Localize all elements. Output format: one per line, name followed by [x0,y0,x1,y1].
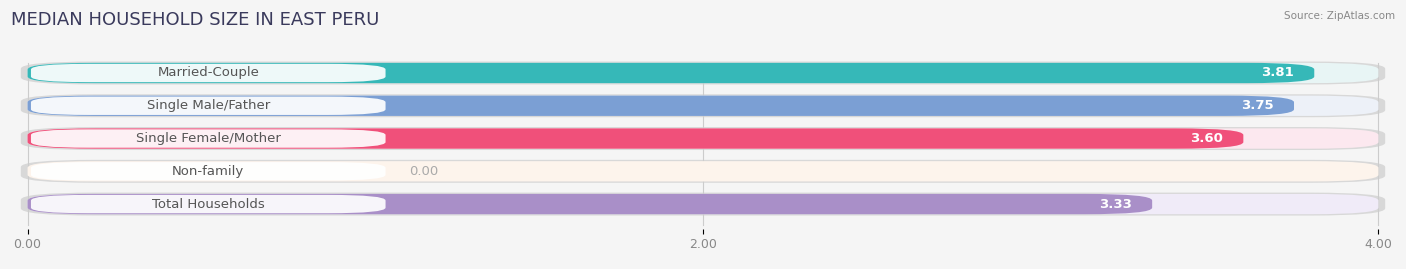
FancyBboxPatch shape [28,161,1378,182]
FancyBboxPatch shape [28,128,1378,149]
Text: 3.75: 3.75 [1241,99,1274,112]
FancyBboxPatch shape [28,194,1152,214]
FancyBboxPatch shape [28,128,1243,149]
FancyBboxPatch shape [31,195,385,213]
Text: Single Male/Father: Single Male/Father [146,99,270,112]
Text: Total Households: Total Households [152,197,264,211]
Text: 3.33: 3.33 [1099,197,1132,211]
FancyBboxPatch shape [31,162,385,180]
Text: Married-Couple: Married-Couple [157,66,259,80]
Text: Single Female/Mother: Single Female/Mother [136,132,281,145]
FancyBboxPatch shape [21,94,1385,117]
Text: 0.00: 0.00 [409,165,439,178]
FancyBboxPatch shape [21,160,1385,183]
FancyBboxPatch shape [31,129,385,148]
FancyBboxPatch shape [21,127,1385,150]
FancyBboxPatch shape [31,97,385,115]
Text: Non-family: Non-family [172,165,245,178]
Text: Source: ZipAtlas.com: Source: ZipAtlas.com [1284,11,1395,21]
FancyBboxPatch shape [21,193,1385,215]
Text: 3.81: 3.81 [1261,66,1294,80]
FancyBboxPatch shape [28,95,1378,116]
FancyBboxPatch shape [28,194,1378,214]
FancyBboxPatch shape [28,95,1294,116]
Text: MEDIAN HOUSEHOLD SIZE IN EAST PERU: MEDIAN HOUSEHOLD SIZE IN EAST PERU [11,11,380,29]
Text: 3.60: 3.60 [1191,132,1223,145]
FancyBboxPatch shape [28,63,1315,83]
FancyBboxPatch shape [28,63,1378,83]
FancyBboxPatch shape [21,62,1385,84]
FancyBboxPatch shape [31,64,385,82]
